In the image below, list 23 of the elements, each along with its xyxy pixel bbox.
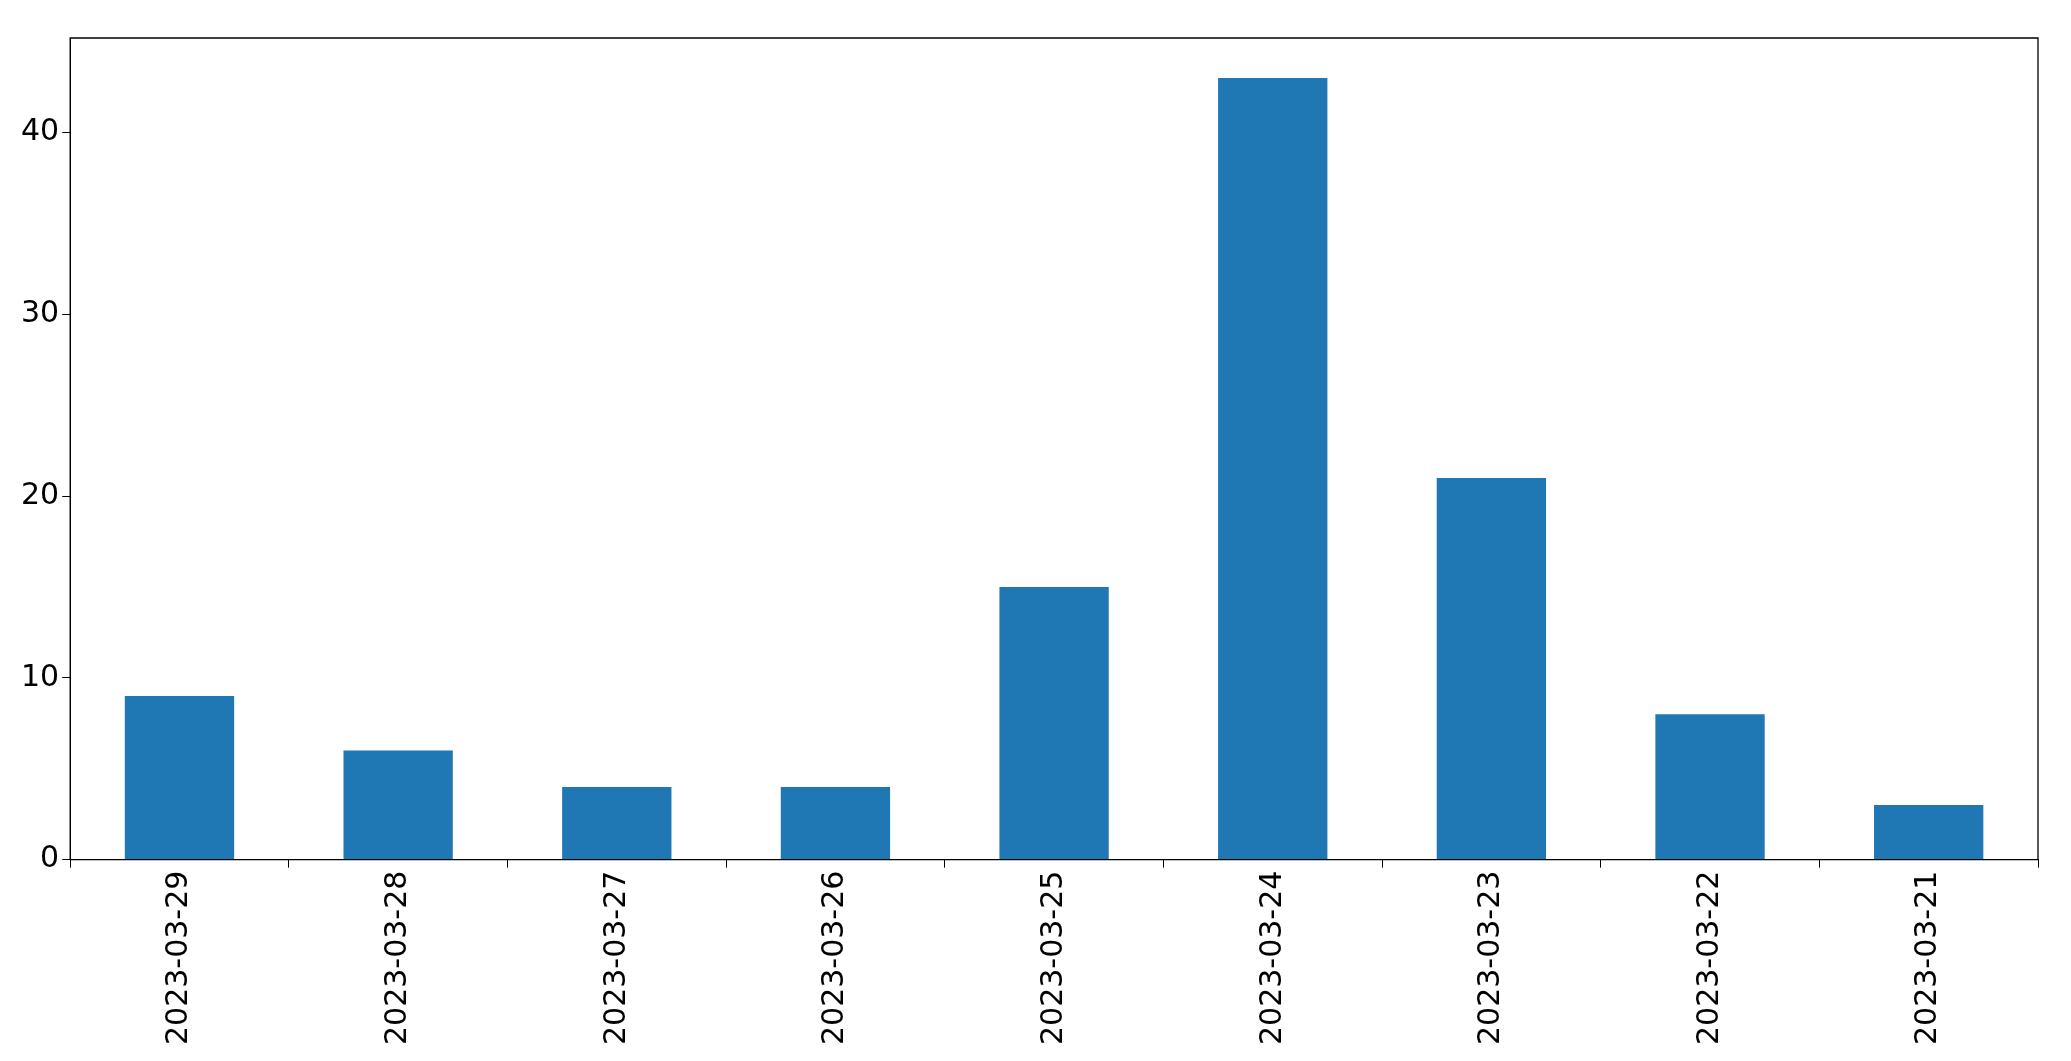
x-tick-label: 2023-03-28 <box>377 870 413 1046</box>
y-tick-label: 40 <box>20 112 60 148</box>
bar <box>1218 77 1328 860</box>
x-tick-label: 2023-03-29 <box>159 870 195 1046</box>
bar <box>124 696 235 860</box>
bar <box>780 786 891 860</box>
y-tick-label: 10 <box>20 657 60 693</box>
y-tick-label: 0 <box>40 839 60 875</box>
x-tick-label: 2023-03-23 <box>1471 870 1507 1046</box>
x-tick-label: 2023-03-21 <box>1908 870 1944 1046</box>
y-tick-label: 30 <box>20 294 60 330</box>
bar <box>1655 714 1765 860</box>
bar <box>343 750 453 860</box>
x-tick-label: 2023-03-27 <box>596 870 632 1046</box>
bar <box>562 786 672 860</box>
y-tick-label: 20 <box>20 475 60 511</box>
bar <box>1436 477 1547 860</box>
x-tick-label: 2023-03-26 <box>815 870 851 1046</box>
bar <box>999 586 1109 860</box>
x-tick-label: 2023-03-24 <box>1252 870 1288 1046</box>
bar <box>1874 805 1984 860</box>
x-tick-label: 2023-03-22 <box>1689 870 1725 1046</box>
x-tick-label: 2023-03-25 <box>1033 870 1069 1046</box>
